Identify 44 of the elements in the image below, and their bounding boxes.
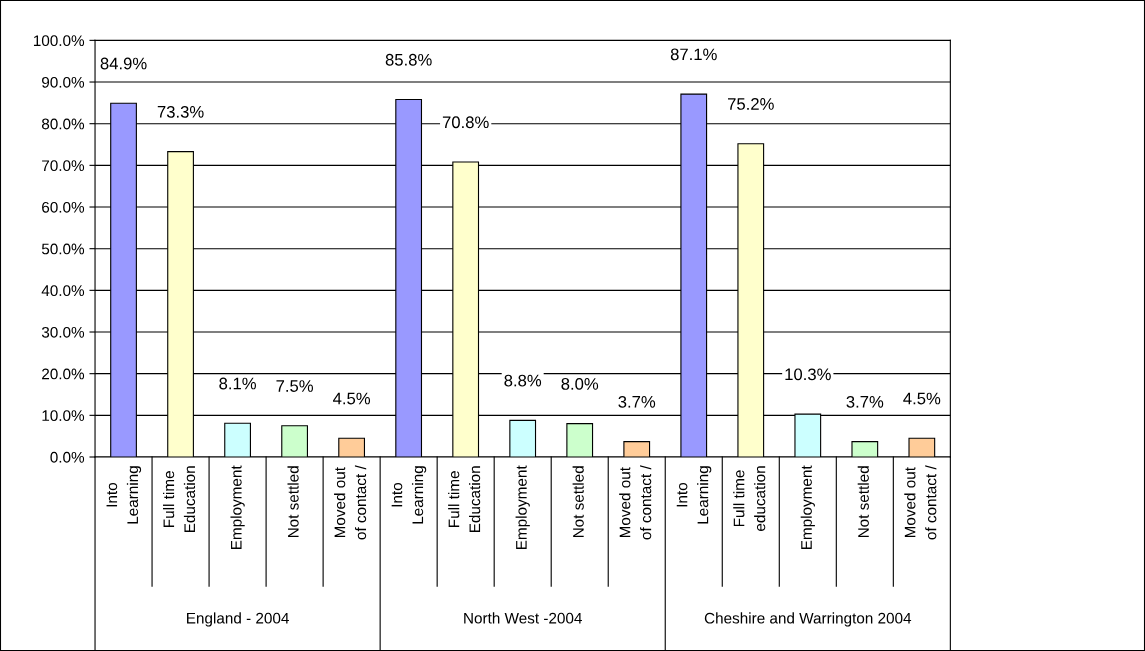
data-label: 4.5% [903,392,941,405]
y-tick-label: 50.0% [41,243,85,255]
y-tick-label: 30.0% [41,326,85,338]
x-tick-label: Employment [230,465,245,549]
x-tick-label: Moved out of contact / [619,465,652,540]
data-label: 75.2% [728,98,774,110]
y-tick-label: 70.0% [42,160,85,172]
x-tick-label: Full time Education [163,466,196,533]
data-label: 8.0% [561,378,599,390]
x-tick-label: Not settled [572,466,584,538]
y-tick-label: 0.0% [50,451,85,463]
x-tick-label: Employment [800,465,815,549]
data-label: 3.7% [846,395,884,408]
x-tick-label: Moved out of contact / [904,465,937,540]
y-tick-label: 90.0% [42,76,85,88]
x-tick-label: Not settled [287,466,299,538]
data-label: 84.9% [100,57,147,70]
data-label: 4.5% [333,392,371,405]
x-tick-label: Full time education [733,466,766,531]
y-tick-label: 80.0% [41,118,85,130]
y-tick-label: 100.0% [33,35,85,47]
data-label: 8.8% [504,374,542,387]
x-tick-label: Full time Education [448,466,481,533]
text: England - 2004 [187,612,289,627]
data-label: 8.1% [219,377,256,390]
data-label: 3.7% [618,395,656,408]
data-label: 70.8% [442,116,489,129]
x-tick-label: Moved out of contact / [334,465,367,540]
y-tick-label: 40.0% [41,285,85,297]
data-label: 85.8% [385,53,432,66]
data-label: 87.1% [670,48,717,61]
x-tick-label: Into Learning [676,466,712,524]
y-tick-label: 60.0% [42,201,85,213]
x-tick-label: Into Learning [106,466,142,524]
x-tick-label: Employment [515,465,530,549]
text: Cheshire and Warrington 2004 [704,612,912,627]
x-tick-label: Not settled [857,466,869,538]
y-tick-label: 10.0% [42,410,85,422]
y-tick-label: 20.0% [42,368,85,380]
text: North West -2004 [464,612,582,624]
data-label: 10.3% [785,368,831,381]
x-tick-label: Into Learning [391,466,427,524]
data-label: 73.3% [157,105,204,118]
data-label: 7.5% [276,380,314,392]
